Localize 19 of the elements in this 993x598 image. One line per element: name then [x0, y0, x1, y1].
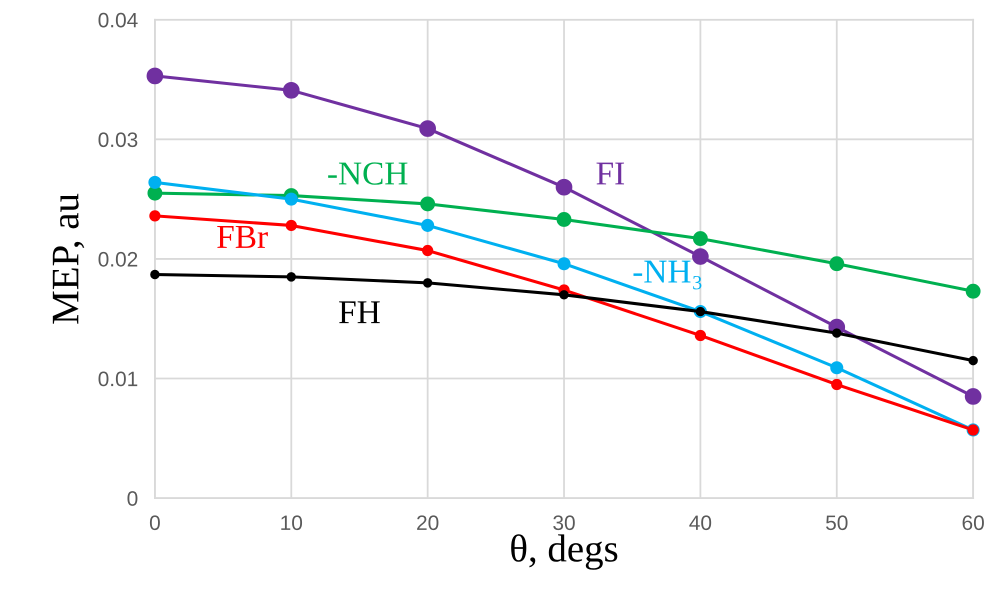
- x-tick-label: 30: [553, 515, 575, 530]
- series-label: -NCH: [328, 162, 408, 185]
- x-tick-label: 0: [150, 515, 160, 530]
- series-label: -NH₃: [633, 260, 702, 290]
- series-label: FBr: [217, 226, 268, 248]
- y-tick-label: 0.04: [98, 12, 138, 28]
- y-axis-title: MEP, au: [52, 194, 84, 324]
- x-tick-label: 60: [962, 515, 984, 530]
- series-label: FI: [596, 162, 624, 184]
- y-tick-label: 0.01: [98, 372, 138, 386]
- y-tick-label: 0: [127, 491, 138, 506]
- x-tick-label: 10: [281, 515, 302, 530]
- x-tick-label: 40: [689, 515, 712, 530]
- series-label: FH: [339, 301, 380, 324]
- y-tick-label: 0.02: [98, 252, 138, 267]
- x-tick-label: 20: [417, 515, 438, 530]
- y-tick-label: 0.03: [98, 132, 138, 148]
- x-axis-title: θ, degs: [511, 534, 618, 570]
- x-tick-label: 50: [826, 515, 848, 530]
